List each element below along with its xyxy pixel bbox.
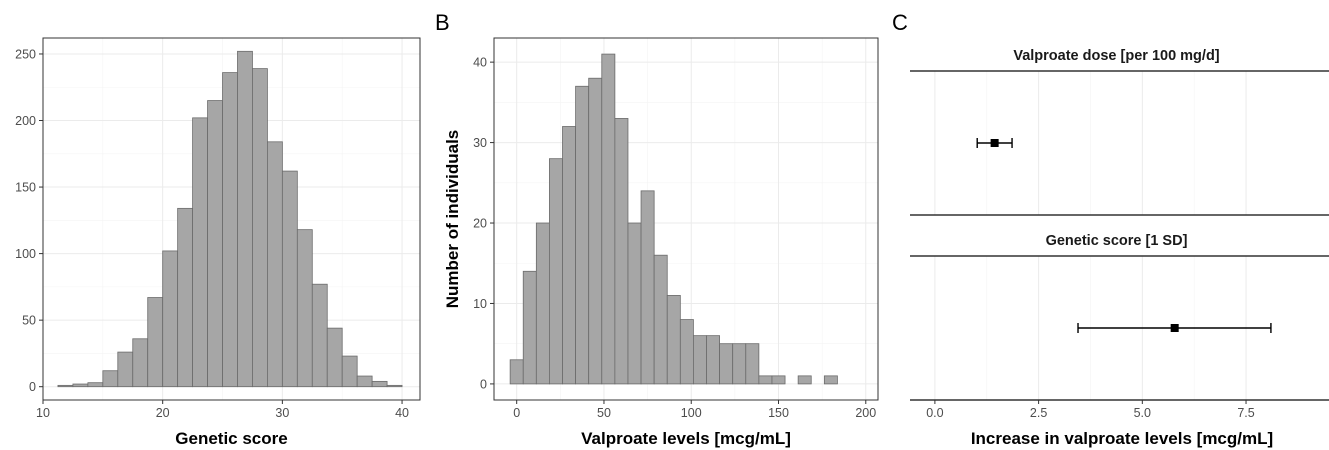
histogram-bar xyxy=(509,359,524,385)
x-tick-label: 50 xyxy=(597,406,611,420)
panel-b-bars xyxy=(509,53,838,385)
x-tick-label: 20 xyxy=(156,406,170,420)
histogram-bar xyxy=(601,53,616,385)
x-tick-label: 0.0 xyxy=(926,406,943,420)
facet-strip-label: Valproate dose [per 100 mg/d] xyxy=(1013,48,1219,64)
panel-b-frame xyxy=(493,37,879,401)
histogram-bar xyxy=(640,190,655,385)
histogram-bar xyxy=(588,77,603,385)
panel-b-y-axis-label: Number of individuals xyxy=(443,130,462,309)
histogram-bar xyxy=(535,222,550,385)
histogram-bar xyxy=(162,250,179,388)
histogram-bar xyxy=(614,118,629,385)
forest-plot: C Valproate dose [per 100 mg/d] Genetic s… xyxy=(892,10,1329,448)
panel-b-x-axis-label: Valproate levels [mcg/mL] xyxy=(581,429,791,448)
panel-c-x-axis-label: Increase in valproate levels [mcg/mL] xyxy=(971,429,1273,448)
histogram-bar xyxy=(252,68,268,388)
point-estimate xyxy=(1170,324,1179,332)
panel-a-frame xyxy=(42,37,421,401)
histogram-bar xyxy=(117,351,134,388)
y-tick-label: 40 xyxy=(473,56,487,70)
histogram-bar xyxy=(706,335,721,385)
panel-a-x-axis-label: Genetic score xyxy=(175,429,287,448)
panel-c-ticks: 0.0 2.5 5.0 7.5 xyxy=(910,399,1329,420)
histogram-bar xyxy=(575,85,590,385)
x-tick-label: 0 xyxy=(513,406,520,420)
histogram-bar xyxy=(102,370,119,388)
histogram-bar xyxy=(311,283,328,388)
histogram-bar xyxy=(57,384,74,388)
histogram-bar xyxy=(758,375,773,385)
histogram-genetic-score: 10 20 30 40 0 50 100 150 200 250 Genetic score xyxy=(15,37,421,448)
histogram-bar xyxy=(745,343,760,385)
histogram-bar xyxy=(267,141,283,388)
histogram-bar xyxy=(72,383,89,388)
y-tick-label: 50 xyxy=(22,314,36,328)
histogram-bar xyxy=(562,126,577,385)
histogram-bar xyxy=(132,338,149,388)
histogram-bar xyxy=(371,380,388,388)
y-tick-label: 150 xyxy=(15,181,36,195)
panel-b-label: B xyxy=(435,10,450,35)
histogram-bar xyxy=(207,100,223,388)
histogram-bar xyxy=(627,222,642,385)
histogram-bar xyxy=(192,117,208,388)
panel-c-facets: Valproate dose [per 100 mg/d] Genetic sco… xyxy=(910,48,1329,400)
y-tick-label: 30 xyxy=(473,136,487,150)
histogram-bar xyxy=(177,207,194,388)
histogram-bar xyxy=(797,375,812,385)
histogram-bar xyxy=(356,375,373,388)
y-tick-label: 0 xyxy=(480,377,487,391)
histogram-bar xyxy=(87,382,104,388)
panel-a-ticks: 10 20 30 40 0 50 100 150 200 250 xyxy=(15,47,409,420)
histogram-bar xyxy=(296,229,313,388)
histogram-bar xyxy=(653,254,668,385)
point-estimate xyxy=(990,139,999,147)
histogram-bar xyxy=(237,50,253,388)
x-tick-label: 10 xyxy=(36,406,50,420)
x-tick-label: 150 xyxy=(768,406,789,420)
histogram-bar xyxy=(326,327,343,388)
histogram-bar xyxy=(732,343,747,385)
histogram-bar xyxy=(666,295,681,385)
y-tick-label: 100 xyxy=(15,247,36,261)
x-tick-label: 100 xyxy=(681,406,702,420)
histogram-bar xyxy=(522,270,537,385)
histogram-bar xyxy=(719,343,734,385)
x-tick-label: 7.5 xyxy=(1237,406,1254,420)
histogram-bar xyxy=(679,319,694,385)
facet-strip-label: Genetic score [1 SD] xyxy=(1046,233,1188,249)
y-tick-label: 250 xyxy=(15,47,36,61)
x-tick-label: 5.0 xyxy=(1134,406,1151,420)
y-tick-label: 10 xyxy=(473,297,487,311)
histogram-bar xyxy=(693,335,707,385)
histogram-valproate-levels: B 0 50 100 150 200 0 10 20 30 40 Valproate levels… xyxy=(435,10,879,448)
x-tick-label: 30 xyxy=(275,406,289,420)
y-tick-label: 200 xyxy=(15,114,36,128)
x-tick-label: 200 xyxy=(855,406,876,420)
histogram-bar xyxy=(549,158,563,385)
panel-b-ticks: 0 50 100 150 200 0 10 20 30 40 xyxy=(473,56,876,420)
histogram-bar xyxy=(147,297,164,388)
y-tick-label: 0 xyxy=(29,380,36,394)
histogram-bar xyxy=(341,355,358,388)
histogram-bar xyxy=(386,384,403,388)
histogram-bar xyxy=(771,375,786,385)
x-tick-label: 40 xyxy=(395,406,409,420)
panel-a-bars xyxy=(57,50,403,388)
panel-c-label: C xyxy=(892,10,908,35)
histogram-bar xyxy=(281,170,298,388)
histogram-bar xyxy=(823,375,838,385)
y-tick-label: 20 xyxy=(473,217,487,231)
x-tick-label: 2.5 xyxy=(1030,406,1047,420)
histogram-bar xyxy=(222,72,238,388)
